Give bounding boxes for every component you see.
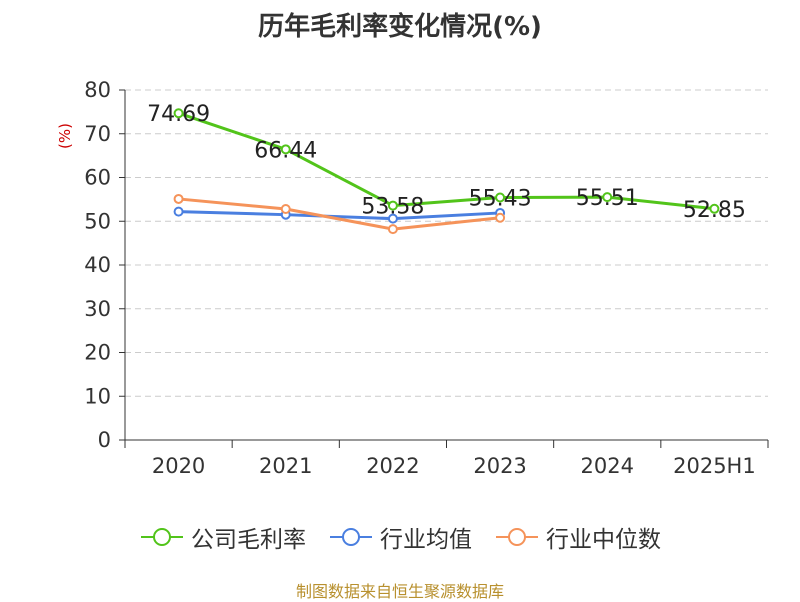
series-line — [178, 111, 715, 211]
y-tick-label: 10 — [84, 384, 111, 408]
source-footer: 制图数据来自恒生聚源数据库 — [295, 582, 504, 601]
x-tick-label: 2023 — [473, 454, 526, 478]
data-point — [173, 206, 184, 217]
chart-title: 历年毛利率变化情况(%) — [258, 12, 542, 42]
series-line — [178, 197, 501, 231]
legend-label: 行业中位数 — [546, 527, 661, 553]
y-tick-label: 60 — [84, 166, 111, 190]
data-label: 53.58 — [361, 195, 424, 220]
data-label: 55.51 — [576, 186, 639, 211]
data-point — [280, 204, 291, 214]
y-tick-label: 30 — [84, 297, 111, 321]
legend-marker-icon — [496, 528, 538, 546]
data-point — [387, 200, 398, 211]
legend-item-industry-median[interactable]: 行业中位数 — [494, 520, 661, 554]
legend-item-industry-mean[interactable]: 行业均值 — [328, 520, 472, 554]
y-tick-label: 20 — [84, 341, 111, 365]
data-point — [709, 203, 720, 214]
data-point — [173, 193, 184, 204]
legend-item-company[interactable]: 公司毛利率 — [139, 520, 306, 554]
y-tick-label: 50 — [84, 209, 111, 233]
x-tick-label: 2022 — [366, 454, 419, 478]
data-point — [173, 108, 184, 119]
data-point — [602, 192, 613, 203]
data-point — [280, 144, 291, 155]
y-tick-label: 80 — [84, 78, 111, 102]
legend-marker-icon — [141, 528, 183, 546]
data-label: 52.85 — [683, 198, 746, 223]
data-label: 74.69 — [147, 102, 210, 127]
x-tick-label: 2025H1 — [673, 454, 756, 478]
data-point — [387, 213, 398, 224]
data-point — [495, 212, 506, 223]
legend-marker-icon — [330, 528, 372, 546]
data-point — [387, 224, 398, 235]
data-label: 55.43 — [469, 186, 532, 211]
y-tick-label: 70 — [84, 122, 111, 146]
series-line — [178, 210, 501, 221]
legend-label: 行业均值 — [380, 527, 472, 553]
x-tick-label: 2020 — [152, 454, 205, 478]
data-label: 66.44 — [254, 138, 317, 163]
legend-label: 公司毛利率 — [191, 527, 306, 553]
legend: 公司毛利率 行业均值 行业中位数 — [0, 520, 800, 554]
x-tick-label: 2024 — [581, 454, 634, 478]
y-tick-label: 40 — [84, 253, 111, 277]
x-tick-label: 2021 — [259, 454, 312, 478]
y-tick-label: 0 — [98, 428, 111, 452]
data-point — [495, 192, 506, 203]
